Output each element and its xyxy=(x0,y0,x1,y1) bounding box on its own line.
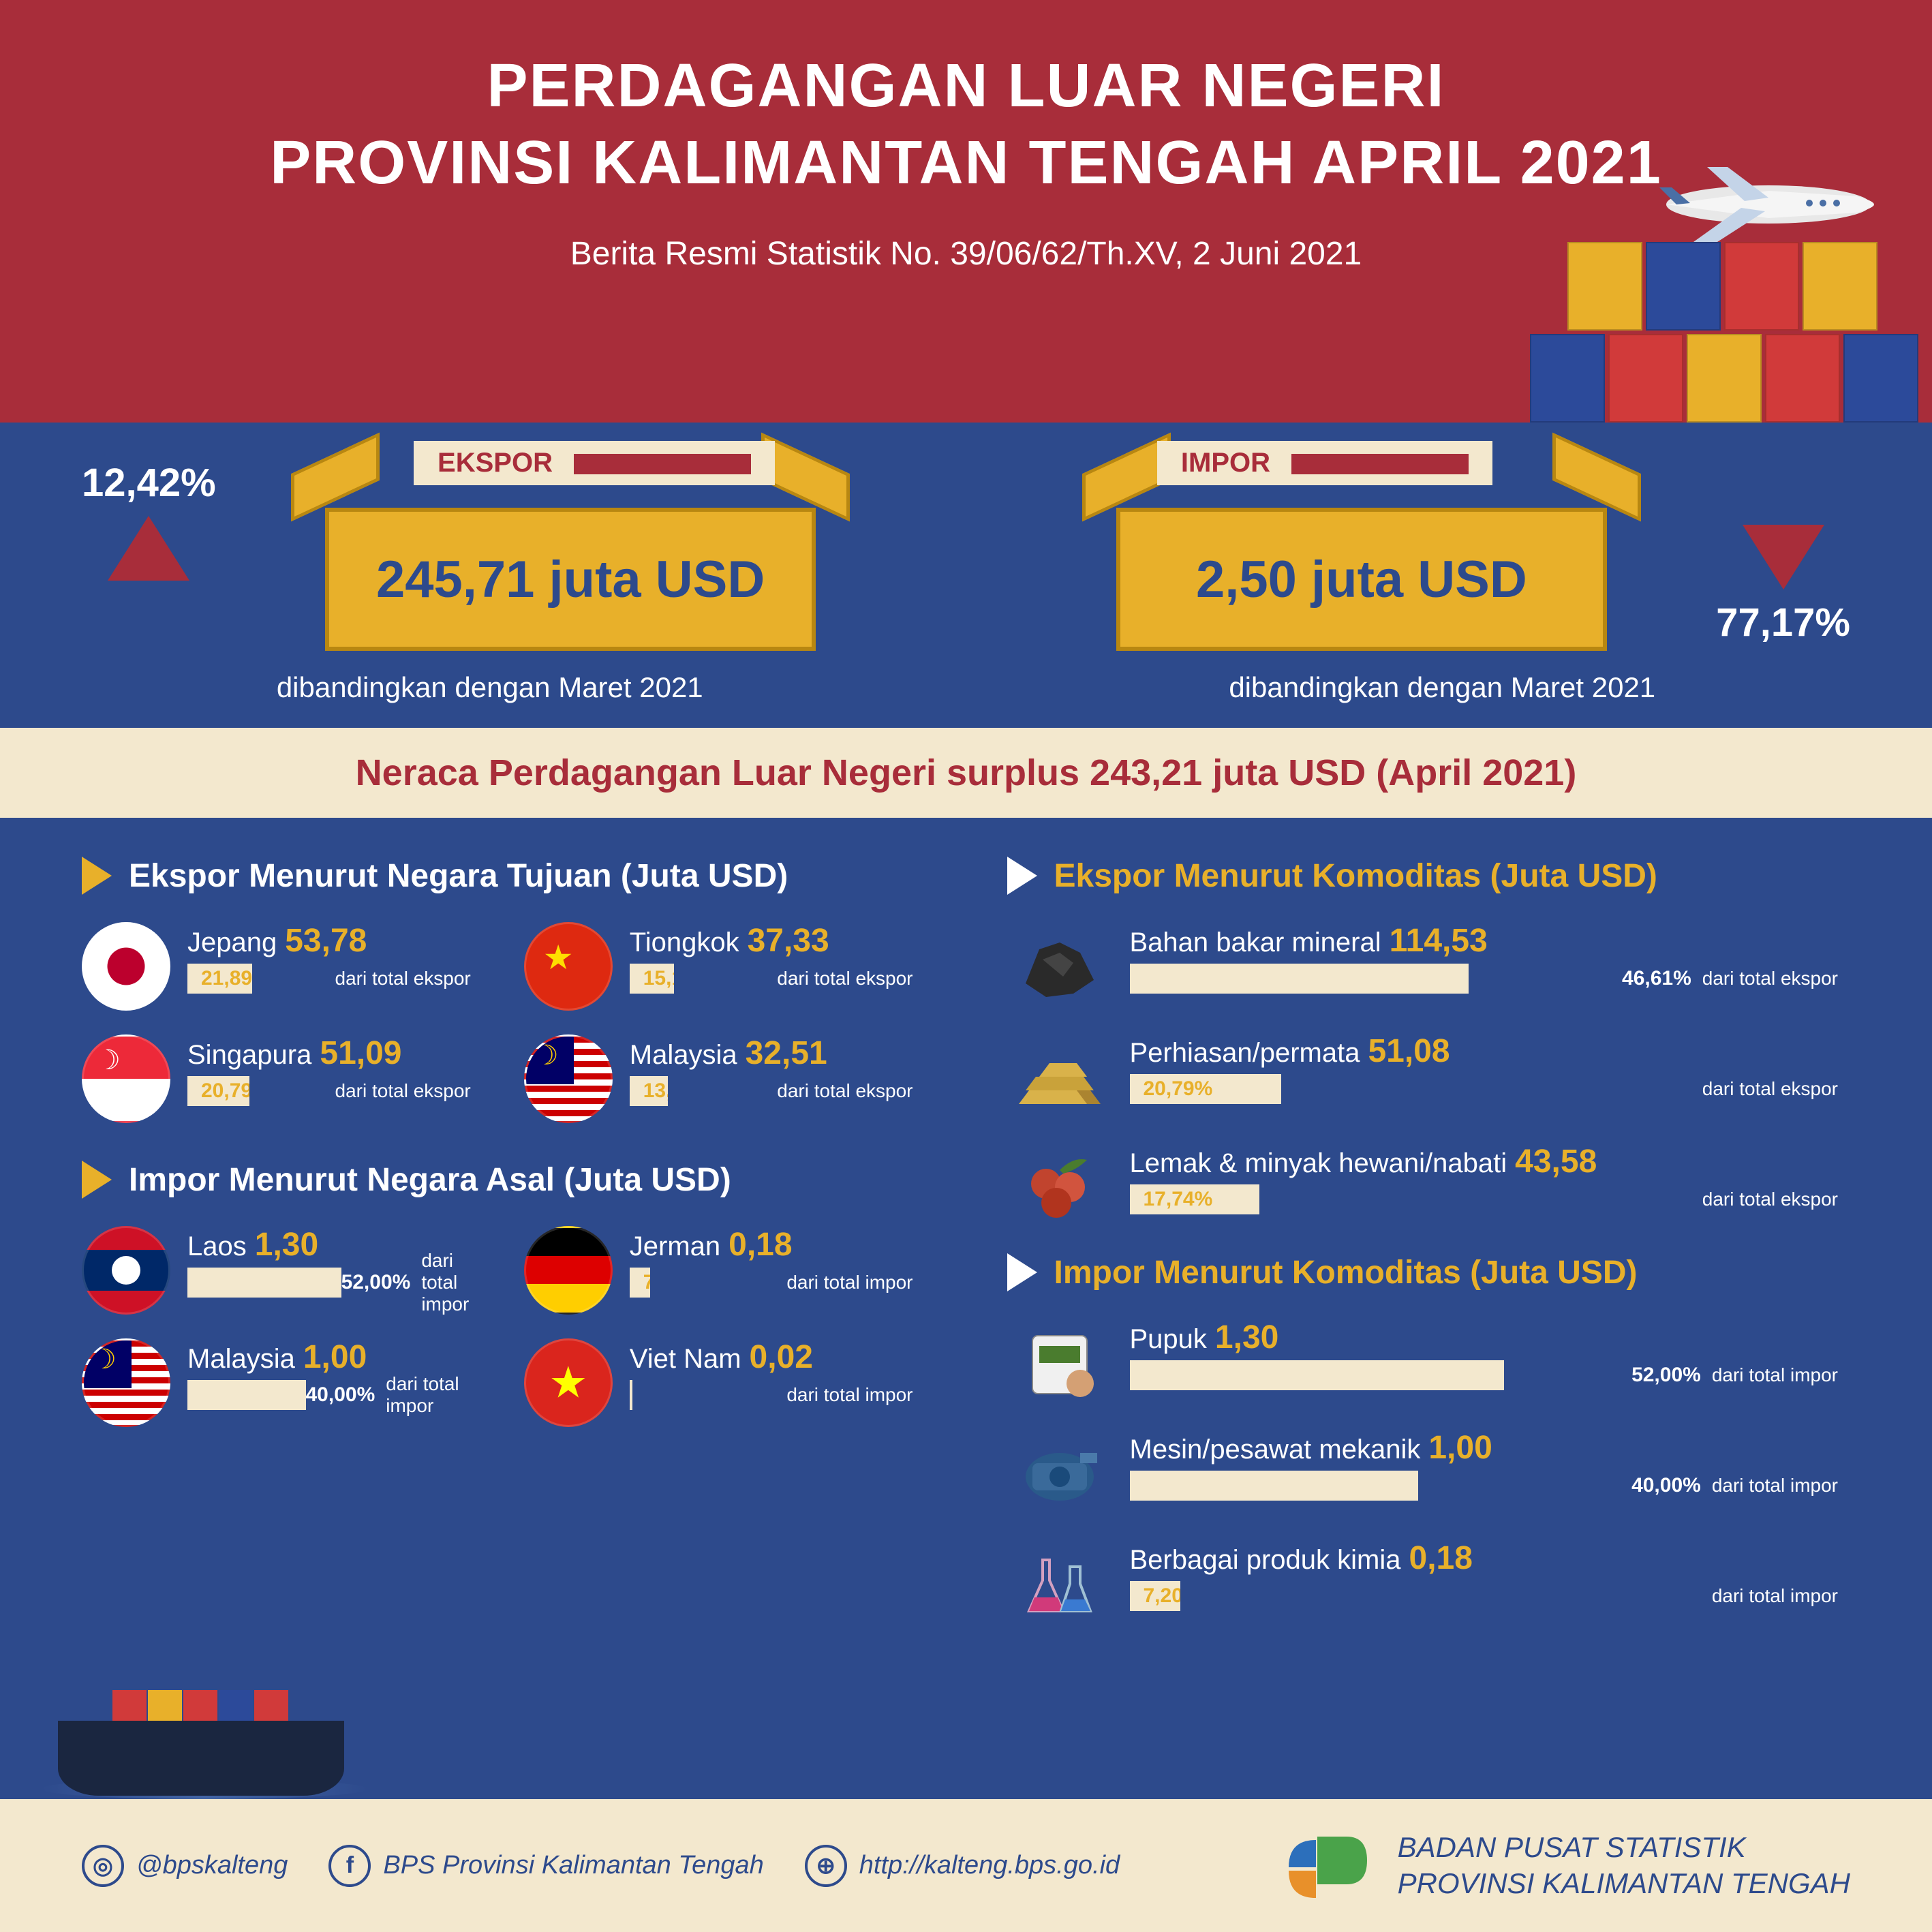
impor-block: 2,50 juta USD IMPOR 77,17% dibandingkan … xyxy=(1034,460,1851,704)
country-name: Viet Nam0,02 xyxy=(630,1338,925,1376)
surplus-bar: Neraca Perdagangan Luar Negeri surplus 2… xyxy=(0,728,1932,818)
country-item: Jepang53,78 21,89%dari total ekspor xyxy=(82,922,483,1011)
footer: ◎ @bpskalteng f BPS Provinsi Kalimantan … xyxy=(0,1799,1932,1932)
section-impor-komoditas: Impor Menurut Komoditas (Juta USD) xyxy=(1007,1253,1851,1291)
ekspor-compared: dibandingkan dengan Maret 2021 xyxy=(82,671,898,704)
country-item: Jerman0,18 7,20%dari total impor xyxy=(524,1226,925,1315)
flag-icon xyxy=(524,922,613,1011)
ekspor-block: 12,42% 245,71 juta USD EKSPOR dibandingk… xyxy=(82,460,898,704)
pct-bar: 21,89%dari total ekspor xyxy=(187,964,483,994)
impor-compared: dibandingkan dengan Maret 2021 xyxy=(1034,671,1851,704)
section-impor-negara: Impor Menurut Negara Asal (Juta USD) xyxy=(82,1161,925,1199)
ekspor-pct: 12,42% xyxy=(82,460,216,581)
pct-bar: 17,74%dari total ekspor xyxy=(1130,1184,1851,1214)
ekspor-value: 245,71 juta USD xyxy=(376,550,765,609)
commodity-icon xyxy=(1007,922,1113,1011)
pct-bar: 52,00%dari total impor xyxy=(187,1268,483,1298)
instagram-link[interactable]: ◎ @bpskalteng xyxy=(82,1845,288,1887)
country-name: Tiongkok37,33 xyxy=(630,922,925,960)
flag-icon xyxy=(82,922,170,1011)
ekspor-label: EKSPOR xyxy=(438,448,553,478)
pct-bar: 46,61%dari total ekspor xyxy=(1130,964,1851,994)
commodity-item: Lemak & minyak hewani/nabati43,58 17,74%d… xyxy=(1007,1143,1851,1231)
country-name: Malaysia1,00 xyxy=(187,1338,483,1376)
header: PERDAGANGAN LUAR NEGERI PROVINSI KALIMAN… xyxy=(0,0,1932,423)
commodity-icon xyxy=(1007,1032,1113,1121)
content: Ekspor Menurut Negara Tujuan (Juta USD) … xyxy=(0,818,1932,1650)
flag-icon xyxy=(524,1226,613,1315)
country-name: Singapura51,09 xyxy=(187,1034,483,1072)
country-item: Laos1,3052,00%dari total impor xyxy=(82,1226,483,1315)
commodity-icon xyxy=(1007,1539,1113,1628)
commodity-item: Berbagai produk kimia0,18 7,20%dari total… xyxy=(1007,1539,1851,1628)
pct-bar: 20,79%dari total ekspor xyxy=(1130,1074,1851,1104)
flag-icon xyxy=(82,1338,170,1427)
pct-bar: 13,23%dari total ekspor xyxy=(630,1076,925,1106)
country-name: Malaysia32,51 xyxy=(630,1034,925,1072)
commodity-item: Mesin/pesawat mekanik1,00 40,00%dari tota… xyxy=(1007,1429,1851,1518)
right-column: Ekspor Menurut Komoditas (Juta USD) Baha… xyxy=(1007,848,1851,1650)
commodity-item: Bahan bakar mineral114,53 46,61%dari tota… xyxy=(1007,922,1851,1011)
country-item: Viet Nam0,02 0,80%dari total impor xyxy=(524,1338,925,1427)
arrow-up-icon xyxy=(108,516,189,581)
commodity-name: Lemak & minyak hewani/nabati43,58 xyxy=(1130,1143,1851,1180)
pct-bar: 40,00%dari total impor xyxy=(1130,1471,1851,1501)
org-name: BADAN PUSAT STATISTIK PROVINSI KALIMANTA… xyxy=(1398,1830,1850,1901)
country-name: Jerman0,18 xyxy=(630,1226,925,1263)
pct-bar: 7,20%dari total impor xyxy=(630,1268,925,1298)
flag-icon xyxy=(524,1338,613,1427)
country-item: Tiongkok37,33 15,19%dari total ekspor xyxy=(524,922,925,1011)
flag-icon xyxy=(82,1226,170,1315)
commodity-icon xyxy=(1007,1429,1113,1518)
left-column: Ekspor Menurut Negara Tujuan (Juta USD) … xyxy=(82,848,925,1650)
country-item: Malaysia32,51 13,23%dari total ekspor xyxy=(524,1034,925,1123)
pct-bar: 7,20%dari total impor xyxy=(1130,1581,1851,1611)
pct-bar: 40,00%dari total impor xyxy=(187,1380,483,1410)
country-item: Malaysia1,00 40,00%dari total impor xyxy=(82,1338,483,1427)
country-item: Singapura51,09 20,79%dari total ekspor xyxy=(82,1034,483,1123)
globe-icon: ⊕ xyxy=(805,1845,847,1887)
bps-logo-icon xyxy=(1282,1826,1374,1905)
commodity-name: Berbagai produk kimia0,18 xyxy=(1130,1539,1851,1577)
impor-pct: 77,17% xyxy=(1716,515,1850,645)
pct-bar: 52,00%dari total impor xyxy=(1130,1360,1851,1390)
commodity-item: Pupuk1,30 52,00%dari total impor xyxy=(1007,1319,1851,1407)
impor-label: IMPOR xyxy=(1181,448,1270,478)
website-link[interactable]: ⊕ http://kalteng.bps.go.id xyxy=(805,1845,1120,1887)
pct-bar: 20,79%dari total ekspor xyxy=(187,1076,483,1106)
commodity-icon xyxy=(1007,1319,1113,1407)
airplane-icon xyxy=(1653,157,1884,245)
country-name: Jepang53,78 xyxy=(187,922,483,960)
flag-icon xyxy=(524,1034,613,1123)
facebook-icon: f xyxy=(328,1845,371,1887)
instagram-icon: ◎ xyxy=(82,1845,124,1887)
ship-icon xyxy=(58,1632,344,1796)
commodity-icon xyxy=(1007,1143,1113,1231)
section-ekspor-komoditas: Ekspor Menurut Komoditas (Juta USD) xyxy=(1007,857,1851,895)
section-ekspor-negara: Ekspor Menurut Negara Tujuan (Juta USD) xyxy=(82,857,925,895)
impor-value: 2,50 juta USD xyxy=(1196,550,1527,609)
pct-bar: 0,80%dari total impor xyxy=(630,1380,925,1410)
commodity-name: Pupuk1,30 xyxy=(1130,1319,1851,1356)
commodity-name: Bahan bakar mineral114,53 xyxy=(1130,922,1851,960)
pct-bar: 15,19%dari total ekspor xyxy=(630,964,925,994)
commodity-item: Perhiasan/permata51,08 20,79%dari total e… xyxy=(1007,1032,1851,1121)
flag-icon xyxy=(82,1034,170,1123)
commodity-name: Mesin/pesawat mekanik1,00 xyxy=(1130,1429,1851,1467)
commodity-name: Perhiasan/permata51,08 xyxy=(1130,1032,1851,1070)
facebook-link[interactable]: f BPS Provinsi Kalimantan Tengah xyxy=(328,1845,763,1887)
arrow-down-icon xyxy=(1743,525,1824,589)
summary-row: 12,42% 245,71 juta USD EKSPOR dibandingk… xyxy=(0,423,1932,728)
header-illustration xyxy=(1530,164,1912,423)
